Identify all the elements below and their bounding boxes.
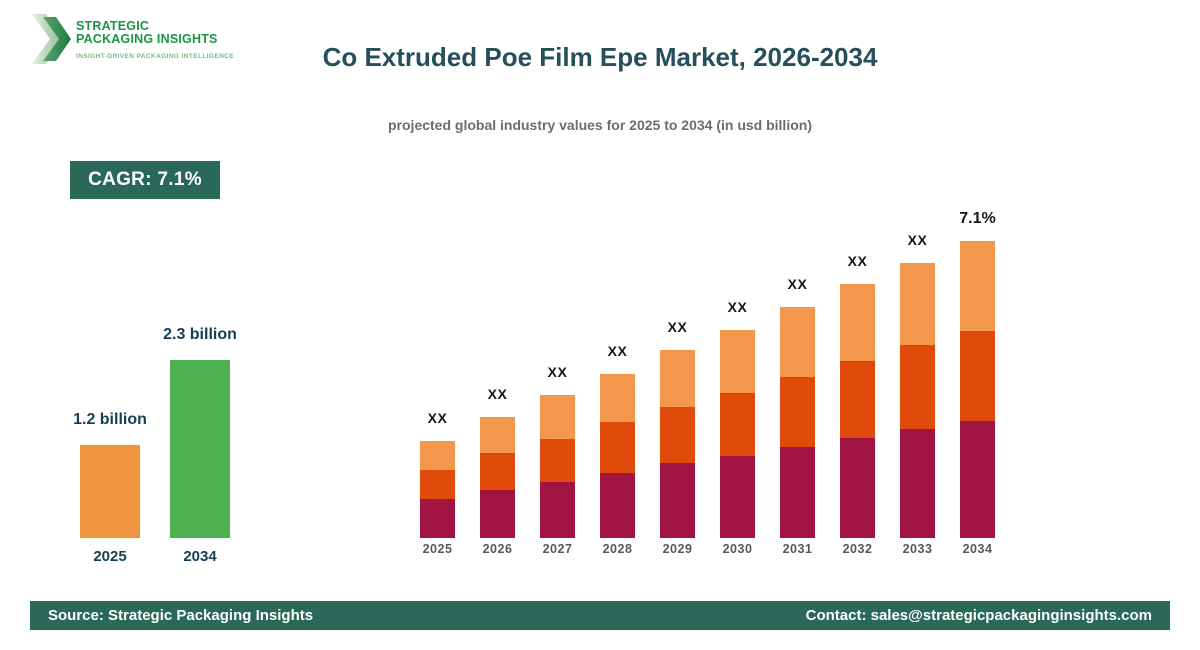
mini-bar-value-label: 2.3 billion [163,326,237,343]
brand-text-block: STRATEGIC PACKAGING INSIGHTS INSIGHT-DRI… [76,12,235,61]
stacked-bar-year-label: 2025 [422,542,453,556]
stacked-bar-top-label-2032: XX [847,253,868,269]
mini-bar-2034 [170,360,230,538]
footer-bar: Source: Strategic Packaging Insights Con… [30,601,1170,630]
contact-text: Contact: sales@strategicpackaginginsight… [805,607,1152,624]
stacked-bar-2027-segment-bottom [540,482,575,538]
mini-chart: 1.2 billion 2025 2.3 billion 2034 [70,320,250,570]
chart-subtitle: projected global industry values for 202… [388,117,812,133]
stacked-bar-year-label: 2031 [782,542,813,556]
logo-chevron-icon [32,14,71,64]
stacked-bar-2029-segment-bottom [660,463,695,538]
stacked-bar-2028-segment-bottom [600,473,635,538]
stacked-bar-top-label-2034: 7.1% [959,210,996,227]
mini-bar-2025 [80,445,140,538]
stacked-bar-2031-segment-middle [780,377,815,447]
stacked-bar-top-label-2028: XX [607,343,628,359]
stacked-chart: XX 2025 XX 2026 XX 2027 XX 2028 XX 2029 XX 2030 XX 20… [408,200,1008,562]
stacked-bar-2027-segment-middle [540,439,575,482]
stacked-bar-year-label: 2034 [962,542,993,556]
stacked-bar-2030-segment-bottom [720,456,755,538]
stacked-bar-top-label-2033: XX [907,232,928,248]
stacked-bar-2030-segment-top [720,330,755,393]
stacked-bar-top-label-2027: XX [547,364,568,380]
stacked-bar-2033-segment-top [900,263,935,345]
stacked-bar-2031-segment-top [780,307,815,377]
mini-bar-value-label: 1.2 billion [73,411,147,428]
stacked-bar-2025-segment-top [420,441,455,470]
stacked-bar-2025-segment-middle [420,470,455,499]
stacked-bar-year-label: 2030 [722,542,753,556]
stacked-bar-2034-segment-middle [960,331,995,421]
stacked-bar-2026-segment-middle [480,453,515,490]
stacked-bar-2032-segment-top [840,284,875,361]
stacked-bar-2034-segment-top [960,241,995,331]
stacked-bar-2028-segment-top [600,374,635,422]
stacked-bar-year-label: 2026 [482,542,513,556]
mini-bar-year-label: 2034 [183,548,217,565]
stacked-bar-2033-segment-bottom [900,429,935,538]
stacked-bar-2032-segment-middle [840,361,875,438]
stacked-bar-2034-segment-bottom [960,421,995,538]
stacked-bar-year-label: 2033 [902,542,933,556]
brand-tagline: INSIGHT-DRIVEN PACKAGING INTELLIGENCE [76,53,235,60]
stacked-bar-year-label: 2027 [542,542,573,556]
stacked-bar-2032-segment-bottom [840,438,875,538]
stacked-bar-top-label-2030: XX [727,299,748,315]
stacked-bar-2028-segment-middle [600,422,635,473]
stacked-bar-top-label-2026: XX [487,386,508,402]
stacked-bar-top-label-2025: XX [427,410,448,426]
brand-logo: STRATEGIC PACKAGING INSIGHTS INSIGHT-DRI… [30,12,234,66]
cagr-badge: CAGR: 7.1% [70,161,220,199]
stacked-bar-year-label: 2029 [662,542,693,556]
stacked-bar-2029-segment-middle [660,407,695,463]
page-title: Co Extruded Poe Film Epe Market, 2026-20… [322,42,878,72]
stacked-bar-2026-segment-bottom [480,490,515,538]
mini-bar-year-label: 2025 [93,548,127,565]
stacked-bar-2033-segment-middle [900,345,935,429]
stacked-bar-2030-segment-middle [720,393,755,456]
stacked-bar-2025-segment-bottom [420,499,455,538]
stacked-bar-2031-segment-bottom [780,447,815,538]
source-text: Source: Strategic Packaging Insights [48,607,314,624]
brand-name-line2: PACKAGING INSIGHTS [76,32,218,46]
stacked-bar-2029-segment-top [660,350,695,407]
stacked-bar-top-label-2029: XX [667,319,688,335]
stacked-bar-year-label: 2028 [602,542,633,556]
stacked-bar-2026-segment-top [480,417,515,453]
stacked-bar-top-label-2031: XX [787,276,808,292]
stacked-bar-2027-segment-top [540,395,575,439]
stacked-bar-year-label: 2032 [842,542,873,556]
brand-name-line1: STRATEGIC [76,19,150,33]
